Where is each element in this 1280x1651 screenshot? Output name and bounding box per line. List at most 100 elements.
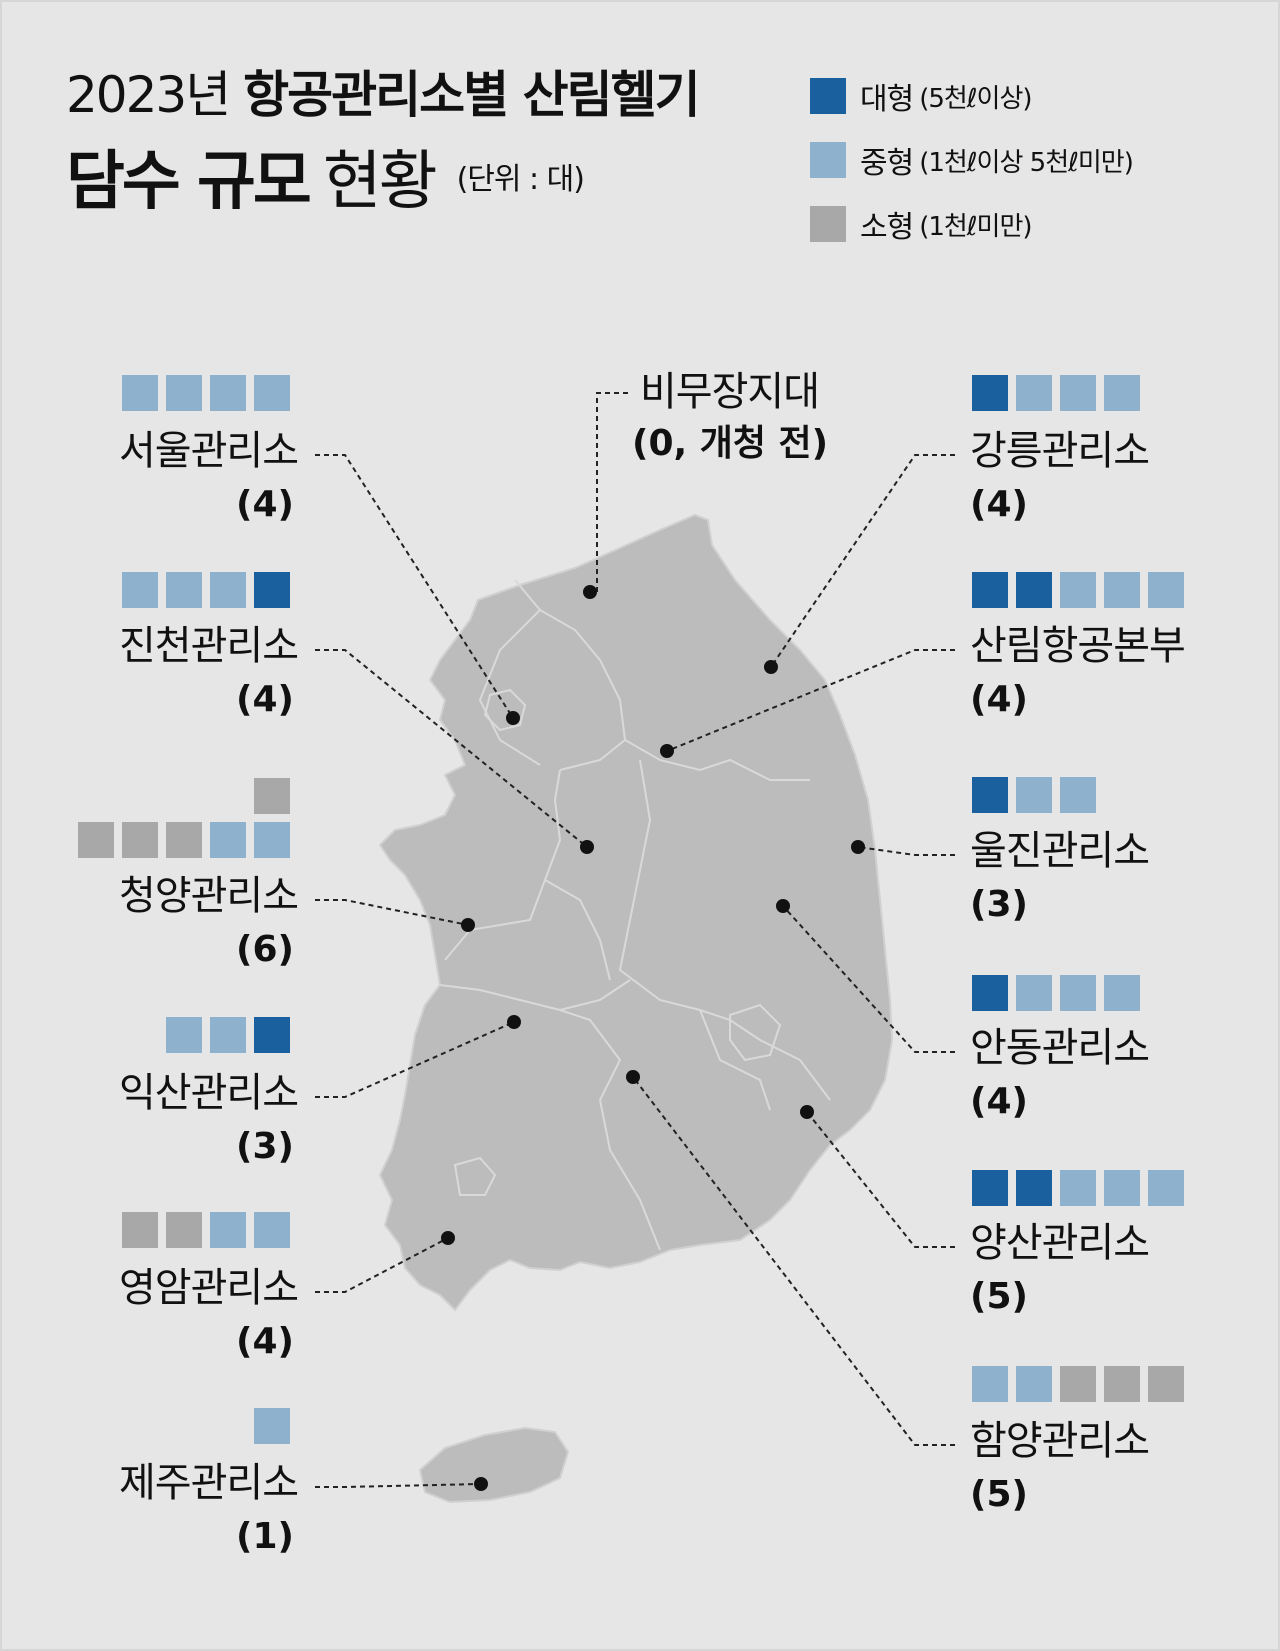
seoul-outline	[483, 688, 527, 732]
helicopter-square-medium	[1016, 1366, 1052, 1402]
helicopter-square-small	[1148, 1366, 1184, 1402]
leader-line-yeongam	[315, 1237, 449, 1293]
station-name: 울진관리소	[970, 828, 1150, 874]
station-dot-jincheon	[580, 840, 594, 854]
legend-note: (5천ℓ이상)	[919, 83, 1032, 114]
legend-item-large: 대형 (5천ℓ이상)	[810, 78, 1133, 117]
station-dots	[441, 585, 865, 1491]
station-dot-yangsan	[800, 1105, 814, 1119]
station-name: 영암관리소	[119, 1265, 299, 1311]
station-name: 서울관리소	[119, 428, 299, 474]
station-dot-hq	[660, 744, 674, 758]
legend: 대형 (5천ℓ이상) 중형 (1천ℓ이상 5천ℓ미만) 소형 (1천ℓ미만)	[810, 78, 1134, 270]
station-count: (5)	[970, 1474, 1028, 1515]
helicopter-square-medium	[254, 822, 290, 858]
legend-swatch-medium	[810, 142, 846, 178]
helicopter-square-medium	[1060, 975, 1096, 1011]
station-name: 청양관리소	[119, 873, 299, 919]
title-line-1: 2023년 항공관리소별 산림헬기	[66, 70, 701, 120]
station-count: (3)	[970, 884, 1028, 925]
helicopter-square-medium	[972, 1366, 1008, 1402]
leader-line-iksan	[315, 1021, 515, 1098]
station-count: (4)	[970, 484, 1028, 525]
title-main: 항공관리소별 산림헬기	[243, 66, 700, 124]
station-dot-cheongyang	[461, 918, 475, 932]
legend-item-medium: 중형 (1천ℓ이상 5천ℓ미만)	[810, 142, 1134, 181]
leader-line-seoul	[315, 454, 514, 719]
station-dot-seoul	[506, 711, 520, 725]
helicopter-square-large	[1016, 572, 1052, 608]
title-capacity: 담수 규모	[66, 145, 312, 219]
legend-swatch-large	[810, 78, 846, 114]
helicopter-square-large	[1016, 1170, 1052, 1206]
station-count: (4)	[236, 679, 294, 720]
helicopter-square-large	[254, 572, 290, 608]
station-dot-dmz	[583, 585, 597, 599]
station-count: (1)	[236, 1516, 294, 1557]
helicopter-square-medium	[210, 1017, 246, 1053]
station-name: 제주관리소	[119, 1460, 299, 1506]
leader-lines	[315, 392, 955, 1488]
helicopter-square-medium	[210, 375, 246, 411]
gwangju-outline	[453, 1156, 497, 1196]
station-count: (4)	[970, 1081, 1028, 1122]
helicopter-square-medium	[1148, 1170, 1184, 1206]
station-count: (5)	[970, 1276, 1028, 1317]
helicopter-square-medium	[254, 1408, 290, 1444]
station-name: 안동관리소	[970, 1025, 1150, 1071]
legend-swatch-small	[810, 206, 846, 242]
helicopter-square-large	[972, 572, 1008, 608]
helicopter-square-medium	[210, 1212, 246, 1248]
station-count: (4)	[236, 1321, 294, 1362]
station-dot-andong	[776, 899, 790, 913]
helicopter-square-medium	[1148, 572, 1184, 608]
leader-line-hq	[666, 649, 955, 752]
helicopter-square-small	[78, 822, 114, 858]
helicopter-square-medium	[254, 1212, 290, 1248]
helicopter-square-large	[972, 777, 1008, 813]
helicopter-square-large	[972, 1170, 1008, 1206]
helicopter-square-medium	[1016, 375, 1052, 411]
legend-item-small: 소형 (1천ℓ미만)	[810, 206, 1133, 245]
helicopter-square-medium	[1060, 572, 1096, 608]
leader-line-andong	[782, 905, 955, 1053]
dmz-name: 비무장지대	[640, 369, 820, 415]
helicopter-square-medium	[1016, 975, 1052, 1011]
leader-line-jincheon	[315, 649, 588, 848]
station-count: (4)	[970, 679, 1028, 720]
helicopter-square-small	[122, 822, 158, 858]
legend-label: 중형	[860, 146, 914, 181]
station-dot-yeongam	[441, 1231, 455, 1245]
station-name: 진천관리소	[119, 623, 299, 669]
leader-line-jeju	[315, 1483, 482, 1488]
title-line-2: 담수 규모 현황 (단위 : 대)	[66, 150, 585, 214]
helicopter-square-large	[972, 375, 1008, 411]
helicopter-square-medium	[122, 572, 158, 608]
station-dot-hamyang	[626, 1070, 640, 1084]
dmz-note: (0, 개청 전)	[632, 423, 829, 464]
helicopter-square-medium	[122, 375, 158, 411]
helicopter-square-small	[166, 822, 202, 858]
station-dot-gangneung	[764, 660, 778, 674]
helicopter-square-small	[122, 1212, 158, 1248]
helicopter-square-medium	[1060, 375, 1096, 411]
helicopter-square-medium	[1104, 975, 1140, 1011]
jeju-island	[418, 1426, 570, 1504]
helicopter-square-large	[972, 975, 1008, 1011]
province-borders	[439, 579, 831, 1251]
helicopter-square-medium	[166, 572, 202, 608]
helicopter-square-medium	[1016, 777, 1052, 813]
helicopter-square-medium	[210, 572, 246, 608]
station-name: 산림항공본부	[970, 623, 1186, 669]
helicopter-square-small	[254, 778, 290, 814]
station-name: 양산관리소	[970, 1220, 1150, 1266]
helicopter-square-small	[166, 1212, 202, 1248]
station-dot-uljin	[851, 840, 865, 854]
helicopter-square-medium	[1104, 572, 1140, 608]
leader-line-gangneung	[770, 454, 955, 668]
legend-note: (1천ℓ이상 5천ℓ미만)	[919, 147, 1134, 178]
leader-line-uljin	[857, 846, 955, 856]
legend-note: (1천ℓ미만)	[919, 211, 1032, 242]
station-dot-iksan	[507, 1015, 521, 1029]
